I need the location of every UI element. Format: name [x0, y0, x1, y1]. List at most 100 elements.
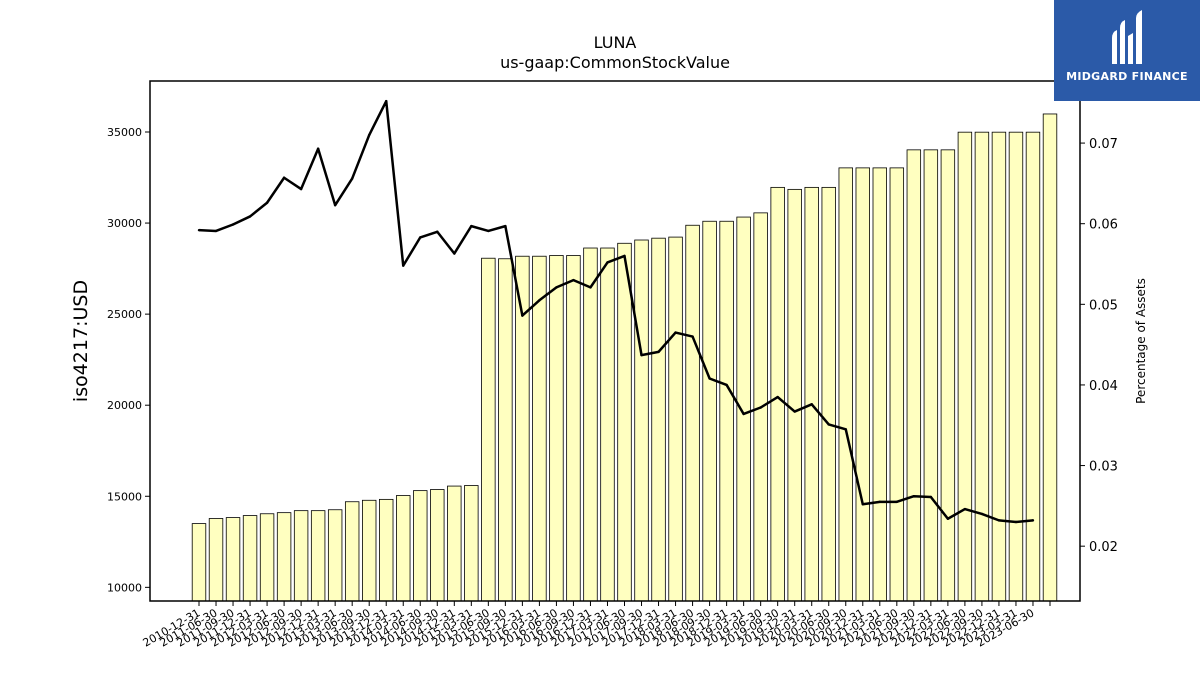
bar [991, 131, 1007, 602]
line-point [844, 428, 847, 431]
y-tick-label: 35000 [107, 126, 142, 139]
line-point [997, 519, 1001, 522]
line-point [912, 494, 916, 498]
bar [430, 489, 445, 602]
line-point [623, 254, 626, 258]
bar [208, 518, 224, 602]
line-series [197, 99, 1035, 524]
y2-axis-label: Percentage of Assets [1134, 278, 1148, 404]
line-point [555, 286, 558, 289]
line-point [572, 278, 575, 282]
bar [957, 131, 973, 602]
bar [191, 523, 207, 602]
line-point [980, 512, 984, 516]
y-tick-label: 25000 [107, 308, 142, 321]
bar [787, 188, 802, 602]
line-point [521, 314, 524, 317]
bar [821, 186, 836, 602]
line-point [878, 500, 881, 504]
line-point [453, 252, 456, 255]
bar [600, 247, 615, 602]
line-point [708, 377, 711, 380]
bar [515, 255, 530, 602]
bar [361, 499, 377, 602]
line-point [214, 229, 218, 233]
bar [1008, 131, 1024, 602]
bar [276, 512, 292, 602]
bar [736, 216, 751, 602]
bar [396, 495, 411, 602]
bar [344, 501, 360, 602]
line-point [538, 299, 541, 302]
line-point [861, 503, 864, 506]
bar [1042, 113, 1058, 602]
line-point [674, 331, 677, 334]
line-point [810, 403, 813, 406]
line-point [333, 203, 337, 207]
line-point [265, 201, 269, 204]
bar [498, 258, 513, 602]
line-point [299, 187, 303, 191]
chart-subtitle: us-gaap:CommonStockValue [500, 53, 730, 72]
line-point [657, 350, 660, 354]
line-point [963, 507, 967, 511]
bar [719, 220, 734, 602]
line-point [470, 224, 473, 228]
line-point [419, 236, 422, 239]
line-point [742, 412, 745, 416]
bar [872, 167, 888, 602]
bar [617, 242, 632, 602]
x-axis: 2010-12-312011-06-302011-09-302011-12-31… [141, 601, 1051, 650]
line-point [368, 133, 371, 137]
bar [327, 509, 343, 602]
y2-tick-label: 0.03 [1089, 460, 1118, 475]
line-point [776, 395, 779, 399]
y-tick-label: 15000 [107, 490, 142, 503]
line-point [385, 99, 388, 103]
line-point [231, 223, 235, 226]
chart-title: LUNA [594, 33, 637, 52]
bar [447, 485, 462, 602]
bar [259, 513, 275, 602]
line-point [827, 423, 830, 426]
bar [481, 257, 496, 602]
y-axis-left: 10000 15000 20000 25000 30000 35000 [107, 126, 150, 594]
line-point [589, 286, 592, 289]
bar [906, 149, 922, 602]
y2-tick-label: 0.02 [1089, 540, 1118, 555]
brand-name: MIDGARD FINANCE [1066, 70, 1188, 83]
bar [770, 186, 785, 602]
line-point [691, 335, 694, 338]
line-point [487, 229, 490, 233]
y2-tick-label: 0.05 [1089, 298, 1118, 313]
y2-tick-label: 0.06 [1089, 218, 1118, 233]
percentage-line [198, 99, 1034, 524]
bar [379, 498, 394, 602]
bar [651, 237, 666, 602]
bar [225, 517, 241, 602]
line-point [1031, 519, 1035, 522]
line-point [793, 410, 796, 413]
bar [532, 255, 547, 602]
bar [566, 255, 581, 602]
bar [310, 510, 326, 602]
bar [889, 167, 905, 602]
line-point [197, 228, 201, 232]
bar [583, 247, 598, 602]
line-point [929, 495, 933, 499]
bar [838, 167, 853, 602]
bar [855, 167, 870, 602]
bar [702, 220, 717, 602]
line-point [350, 177, 354, 180]
line-point [316, 147, 320, 150]
line-point [282, 176, 286, 179]
y-axis-label: iso4217:USD [70, 280, 92, 402]
bar [464, 485, 479, 602]
bar [668, 236, 683, 602]
bar [923, 149, 939, 602]
bar [549, 255, 564, 602]
line-point [1014, 520, 1018, 524]
y2-tick-label: 0.07 [1089, 137, 1118, 152]
bar [940, 149, 956, 602]
